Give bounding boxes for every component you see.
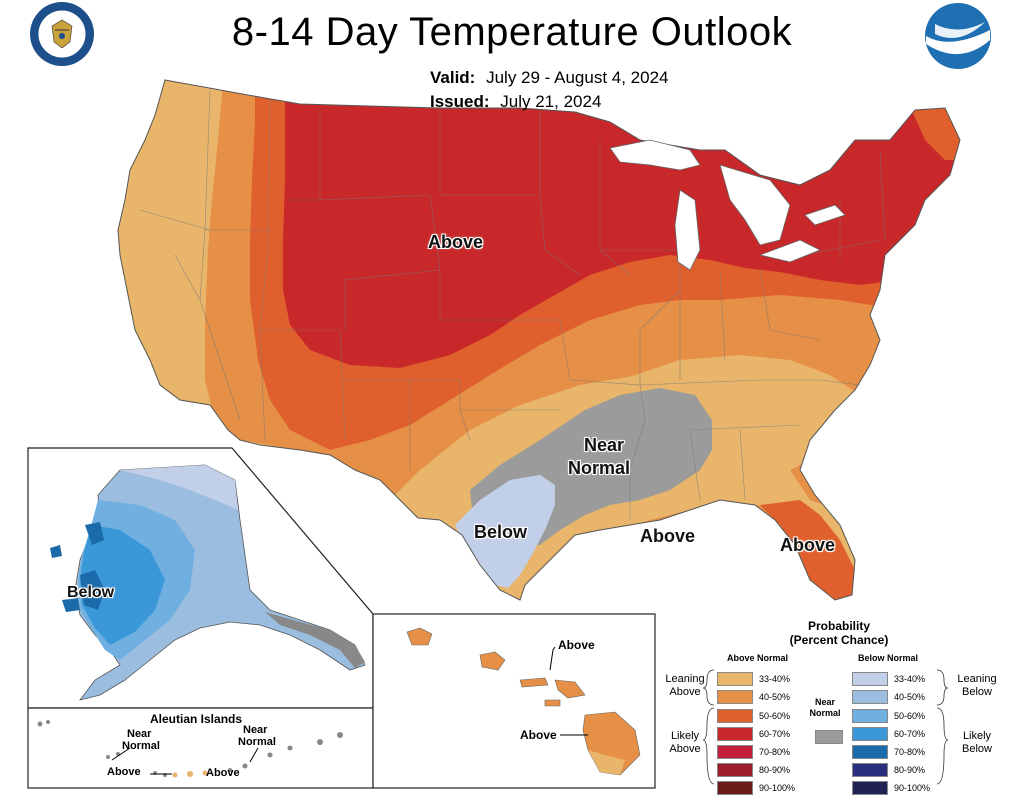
- leaning-above-label: Leaning Above: [659, 673, 711, 699]
- below-row-2: 50-60%: [852, 708, 926, 723]
- leaning-below-line-1: Leaning: [957, 673, 997, 685]
- legend-below-header: Below Normal: [858, 653, 919, 663]
- above-row-5: 80-90%: [717, 762, 791, 777]
- near-normal-label-1: Near: [584, 435, 625, 455]
- leaning-below-line-2: Below: [962, 686, 992, 698]
- above-swatch-3: [717, 726, 753, 741]
- above-swatch-0: [717, 671, 753, 686]
- page-title: 8-14 Day Temperature Outlook: [231, 10, 793, 54]
- below-swatch-5: [852, 762, 888, 777]
- aleutian-above-2: Above: [206, 767, 240, 779]
- leaning-above-line-1: Leaning: [665, 673, 705, 685]
- conus-below-label: Below: [474, 522, 528, 542]
- aleutian-near-2a: Near: [243, 724, 268, 736]
- above-range-label-3: 60-70%: [759, 728, 791, 739]
- near-normal-label-2: Normal: [568, 458, 631, 478]
- conus-outline: [117, 79, 961, 601]
- aleutian-inset: [27, 707, 374, 789]
- issued-date: July 21, 2024: [500, 92, 602, 111]
- likely-above-line-1: Likely: [670, 730, 700, 742]
- above-range-label-5: 80-90%: [759, 764, 791, 775]
- below-swatch-0: [852, 671, 888, 686]
- likely-below-label: Likely Below: [947, 730, 1007, 756]
- above-row-2: 50-60%: [717, 708, 791, 723]
- above-swatch-4: [717, 744, 753, 759]
- commerce-seal-icon: [30, 2, 94, 66]
- below-swatch-3: [852, 726, 888, 741]
- above-range-label-1: 40-50%: [759, 691, 791, 702]
- aleutian-near-1b: Normal: [122, 740, 160, 752]
- aleutian-above-1: Above: [107, 766, 141, 778]
- legend-brackets: [702, 669, 949, 785]
- below-row-3: 60-70%: [852, 726, 926, 741]
- above-swatch-2: [717, 708, 753, 723]
- legend-title-2: (Percent Chance): [789, 633, 889, 647]
- likely-above-line-2: Above: [669, 743, 701, 755]
- near-normal-line-2: Normal: [809, 708, 841, 718]
- valid-range: July 29 - August 4, 2024: [486, 68, 669, 87]
- aleutian-title: Aleutian Islands: [150, 712, 243, 726]
- below-swatch-6: [852, 780, 888, 795]
- below-row-6: 90-100%: [852, 780, 931, 795]
- below-range-label-3: 60-70%: [894, 728, 926, 739]
- valid-label: Valid:: [430, 68, 476, 87]
- hawaii-inset: [372, 613, 656, 789]
- state-boundaries: [139, 89, 886, 520]
- valid-line: Valid: July 29 - August 4, 2024: [430, 68, 669, 88]
- below-row-5: 80-90%: [852, 762, 926, 777]
- likely-below-line-1: Likely: [962, 730, 992, 742]
- likely-above-label: Likely Above: [659, 730, 711, 756]
- below-range-label-5: 80-90%: [894, 764, 926, 775]
- alaska-inset: [27, 447, 374, 709]
- below-row-0: 33-40%: [852, 671, 926, 686]
- above-row-3: 60-70%: [717, 726, 791, 741]
- aleutian-near-2b: Normal: [238, 736, 276, 748]
- legend-title-1: Probability: [807, 619, 870, 633]
- probability-legend: Probability (Percent Chance) Above Norma…: [655, 615, 1023, 795]
- above-row-1: 40-50%: [717, 689, 791, 704]
- below-swatch-4: [852, 744, 888, 759]
- above-range-label-6: 90-100%: [759, 782, 796, 793]
- florida-above-label: Above: [780, 535, 836, 555]
- aleutian-near-1a: Near: [127, 728, 152, 740]
- noaa-logo-icon: [925, 3, 991, 69]
- above-range-label-4: 70-80%: [759, 746, 791, 757]
- above-row-6: 90-100%: [717, 780, 796, 795]
- below-range-label-1: 40-50%: [894, 691, 926, 702]
- above-range-label-2: 50-60%: [759, 710, 791, 721]
- swatch-near-normal: [815, 730, 843, 744]
- above-range-label-0: 33-40%: [759, 673, 791, 684]
- near-normal-legend-label: Near Normal: [805, 697, 845, 719]
- gulf-above-label: Above: [640, 526, 696, 546]
- near-normal-line-1: Near: [814, 697, 835, 707]
- below-range-label-2: 50-60%: [894, 710, 926, 721]
- below-row-4: 70-80%: [852, 744, 926, 759]
- issued-line: Issued: July 21, 2024: [430, 92, 601, 112]
- hawaii-above-label-2: Above: [520, 728, 557, 742]
- below-range-label-4: 70-80%: [894, 746, 926, 757]
- alaska-below-label: Below: [67, 584, 115, 601]
- conus-above-label: Above: [428, 232, 484, 252]
- legend-above-header: Above Normal: [727, 653, 789, 663]
- leaning-below-label: Leaning Below: [947, 673, 1007, 699]
- above-row-4: 70-80%: [717, 744, 791, 759]
- above-swatch-6: [717, 780, 753, 795]
- leaning-above-line-2: Above: [669, 686, 701, 698]
- likely-below-line-2: Below: [962, 743, 992, 755]
- below-range-label-0: 33-40%: [894, 673, 926, 684]
- below-row-1: 40-50%: [852, 689, 926, 704]
- above-row-0: 33-40%: [717, 671, 791, 686]
- below-swatch-1: [852, 689, 888, 704]
- issued-label: Issued:: [430, 92, 490, 111]
- below-range-label-6: 90-100%: [894, 782, 931, 793]
- below-swatch-2: [852, 708, 888, 723]
- hawaii-above-label-1: Above: [558, 638, 595, 652]
- great-lakes: [609, 139, 846, 271]
- above-swatch-5: [717, 762, 753, 777]
- above-swatch-1: [717, 689, 753, 704]
